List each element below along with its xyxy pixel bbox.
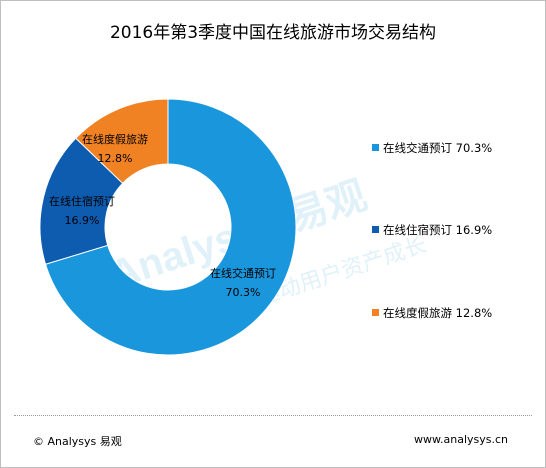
legend-swatch-lodging	[372, 226, 379, 233]
footer-website: www.analysys.cn	[414, 433, 508, 446]
legend-item-transport: 在线交通预订 70.3%	[372, 140, 492, 156]
legend-label-vacation: 在线度假旅游 12.8%	[383, 306, 493, 320]
legend-label-transport: 在线交通预订 70.3%	[383, 141, 493, 155]
slice-transport	[44, 98, 297, 356]
chart-title: 2016年第3季度中国在线旅游市场交易结构	[109, 23, 437, 43]
slice-label-transport: 在线交通预订	[210, 266, 276, 280]
footer-copyright: © Analysys 易观	[33, 435, 122, 448]
legend-item-vacation: 在线度假旅游 12.8%	[372, 305, 492, 321]
legend-swatch-transport	[372, 144, 379, 151]
slice-label-lodging: 在线住宿预订	[49, 194, 115, 208]
legend-label-lodging: 在线住宿预订 16.9%	[383, 223, 493, 237]
legend-item-lodging: 在线住宿预订 16.9%	[372, 222, 492, 238]
legend-swatch-vacation	[372, 309, 379, 316]
slice-value-lodging: 16.9%	[65, 214, 100, 227]
slice-value-transport: 70.3%	[226, 286, 261, 299]
slice-label-vacation: 在线度假旅游	[82, 132, 148, 146]
footer-divider	[14, 415, 532, 416]
slice-vacation	[75, 98, 169, 185]
slice-value-vacation: 12.8%	[98, 152, 133, 165]
